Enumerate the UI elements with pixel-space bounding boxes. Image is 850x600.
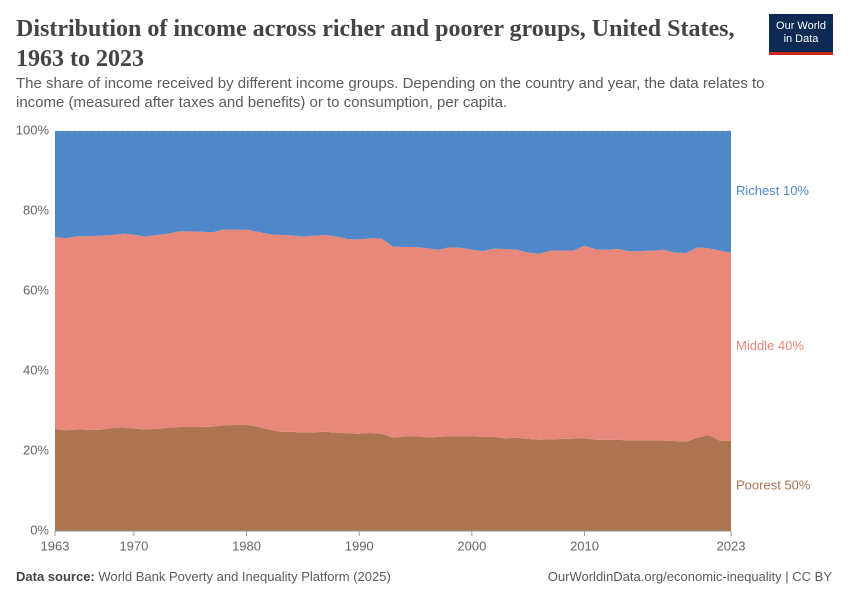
legend-label: Poorest 50% <box>736 477 811 492</box>
y-tick-label: 40% <box>23 362 49 377</box>
x-tick-label: 1980 <box>232 538 261 553</box>
area <box>55 229 731 442</box>
x-tick-label: 1990 <box>345 538 374 553</box>
area <box>55 425 731 531</box>
legend-label: Richest 10% <box>736 183 809 198</box>
y-tick-label: 20% <box>23 442 49 457</box>
x-tick-label: 2010 <box>570 538 599 553</box>
y-tick-label: 80% <box>23 202 49 217</box>
x-tick-label: 1970 <box>119 538 148 553</box>
footer-link[interactable]: OurWorldinData.org/economic-inequality |… <box>547 569 832 584</box>
footer-source: Data source: World Bank Poverty and Ineq… <box>16 569 391 584</box>
legend-label: Middle 40% <box>736 338 804 353</box>
y-tick-label: 0% <box>30 522 49 537</box>
y-tick-label: 60% <box>23 282 49 297</box>
y-tick-label: 100% <box>16 122 50 137</box>
source: World Bank Poverty and Inequality Platfo… <box>98 569 391 584</box>
logo-line: Our World <box>776 20 826 32</box>
x-tick-label: 1963 <box>41 538 70 553</box>
chart-subtitle: The share of income received by differen… <box>16 75 765 111</box>
source-label: Data source: <box>16 569 95 584</box>
logo[interactable]: Our World in Data <box>769 14 833 55</box>
x-tick-label: 2023 <box>717 538 746 553</box>
logo-line: in Data <box>783 33 819 45</box>
area <box>55 131 731 254</box>
chart-title: Distribution of income across richer and… <box>16 16 735 72</box>
x-tick-label: 2000 <box>457 538 486 553</box>
